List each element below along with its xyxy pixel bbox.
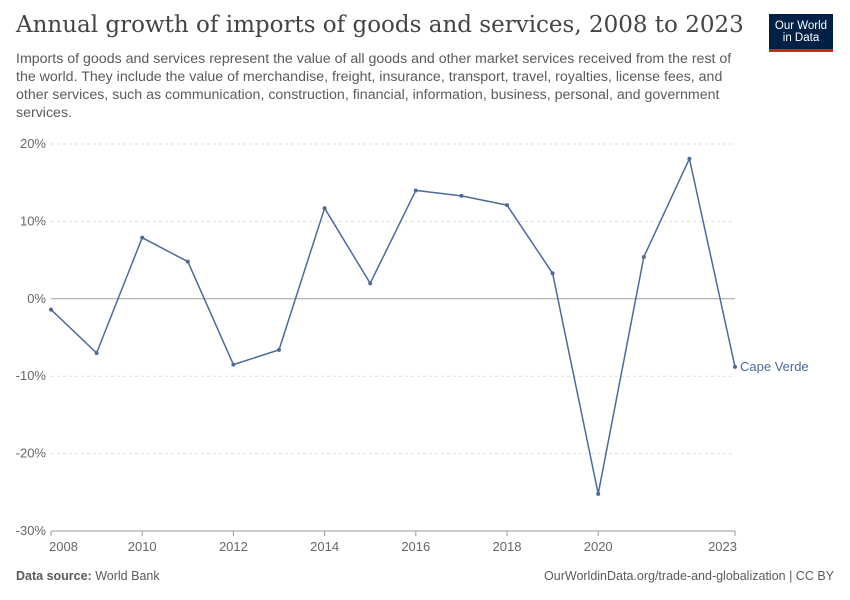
series-label: Cape Verde [740,359,809,374]
owid-logo[interactable]: Our World in Data [769,14,833,52]
x-tick-label: 2014 [310,539,339,554]
x-tick-label: 2020 [584,539,613,554]
data-point [413,188,418,193]
x-tick-label: 2023 [708,539,737,554]
url-license[interactable]: OurWorldinData.org/trade-and-globalizati… [544,569,834,583]
data-source: Data source: World Bank [16,569,160,583]
x-tick-label: 2016 [401,539,430,554]
gridlines [51,143,735,532]
x-tick-label: 2018 [493,539,522,554]
data-point [140,235,145,240]
data-point [505,203,509,208]
y-tick-label: 0% [27,291,46,306]
y-tick-label: 20% [20,136,46,151]
data-point [596,491,601,496]
x-tick-label: 2008 [49,539,78,554]
x-axis: 2008 2010 2012 2014 2016 2018 2020 2023 [49,531,737,554]
y-axis: -30% -20% -10% 0% 10% 20% [16,136,47,538]
data-point [94,350,99,355]
x-tick-label: 2012 [219,539,248,554]
data-point [185,259,190,264]
data-point [459,193,464,198]
data-point [49,307,53,312]
data-point [231,362,236,367]
y-tick-label: -10% [16,368,47,383]
x-tick-label: 2010 [128,539,157,554]
data-point [322,206,327,211]
series-layer: Cape Verde [49,156,809,496]
data-point [368,281,373,286]
chart-subtitle: Imports of goods and services represent … [16,51,732,121]
series-line [50,157,736,495]
y-tick-label: 10% [20,213,46,228]
data-source-value: World Bank [95,569,160,583]
data-point [641,255,646,260]
logo-line-2: in Data [782,31,820,44]
data-point [277,347,281,352]
data-point [687,156,692,161]
logo-line-1: Our World [774,19,828,32]
y-tick-label: -20% [16,446,47,461]
y-tick-label: -30% [16,523,47,538]
data-source-label: Data source: [16,569,92,583]
data-point [550,271,555,276]
chart-title: Annual growth of imports of goods and se… [16,12,744,38]
data-point [733,364,737,369]
